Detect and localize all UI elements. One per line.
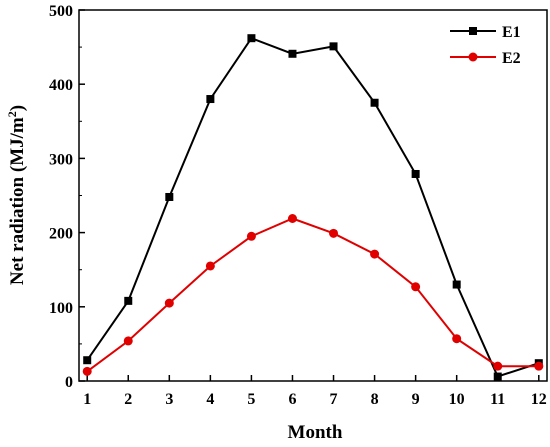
y-axis-title-main: Net radiation (MJ/m xyxy=(7,117,28,285)
series-e2-point xyxy=(452,334,462,344)
y-tick-label: 100 xyxy=(49,300,73,317)
series-e2-point xyxy=(411,282,421,292)
series-e2-line xyxy=(86,217,539,373)
x-tick-label: 6 xyxy=(288,391,296,408)
series-e1-point xyxy=(329,42,338,51)
series-layer xyxy=(82,34,544,381)
x-tick-label: 7 xyxy=(330,391,338,408)
y-axis-title-superscript: 2 xyxy=(5,111,19,117)
series-e1-point xyxy=(206,95,215,104)
series-e2 xyxy=(82,214,544,376)
x-tick-label: 9 xyxy=(412,391,420,408)
y-tick-label: 500 xyxy=(49,3,73,20)
series-e2-point xyxy=(493,361,503,371)
y-tick-label: 0 xyxy=(65,374,73,391)
plot-frame xyxy=(78,9,548,382)
x-tick-label: 3 xyxy=(165,391,173,408)
x-tick-label: 10 xyxy=(449,391,465,408)
x-axis-ticks: 1 2 3 4 5 6 7 8 9 10 11 12 xyxy=(83,375,547,408)
y-axis-ticks: 0 100 200 300 400 500 xyxy=(49,3,85,391)
x-tick-label: 1 xyxy=(83,391,91,408)
series-e2-point xyxy=(123,336,133,346)
y-tick-label: 200 xyxy=(49,226,73,243)
series-e2-point xyxy=(370,249,380,259)
series-e1-point xyxy=(370,98,379,107)
series-e2-point xyxy=(287,214,297,224)
y-axis-title-end: ) xyxy=(7,105,28,111)
series-e2-point xyxy=(205,261,215,271)
x-tick-label: 12 xyxy=(531,391,547,408)
series-e2-point xyxy=(246,231,256,241)
x-tick-label: 8 xyxy=(371,391,379,408)
x-tick-label: 11 xyxy=(490,391,505,408)
legend: E1 E2 xyxy=(450,24,521,67)
x-axis-title: Month xyxy=(288,422,343,443)
series-e1-point xyxy=(411,169,420,178)
series-e1-line xyxy=(86,36,540,378)
series-e1-point xyxy=(452,280,461,289)
plot-frame-group xyxy=(78,9,548,382)
series-e1-point xyxy=(288,49,297,58)
x-tick-label: 4 xyxy=(206,391,214,408)
series-e2-point xyxy=(329,228,339,238)
legend-item-e2: E2 xyxy=(450,50,521,67)
series-e1-point xyxy=(124,296,133,305)
series-e2-point xyxy=(82,366,92,376)
y-tick-label: 300 xyxy=(49,151,73,168)
series-e1-point xyxy=(83,356,92,365)
legend-e2-label: E2 xyxy=(502,50,521,67)
y-axis-title: Net radiation (MJ/m2) xyxy=(5,105,28,285)
series-e1-point xyxy=(247,34,256,43)
legend-item-e1: E1 xyxy=(450,24,521,41)
x-tick-label: 5 xyxy=(247,391,255,408)
series-e2-point xyxy=(534,361,544,371)
legend-e1-marker xyxy=(469,27,477,35)
x-tick-label: 2 xyxy=(124,391,132,408)
series-e2-point xyxy=(164,298,174,308)
series-e1-point xyxy=(493,372,502,381)
y-tick-label: 400 xyxy=(49,77,73,94)
series-e1-point xyxy=(165,192,174,201)
series-e1 xyxy=(83,34,543,381)
legend-e2-marker xyxy=(468,52,478,62)
legend-e1-label: E1 xyxy=(502,24,521,41)
